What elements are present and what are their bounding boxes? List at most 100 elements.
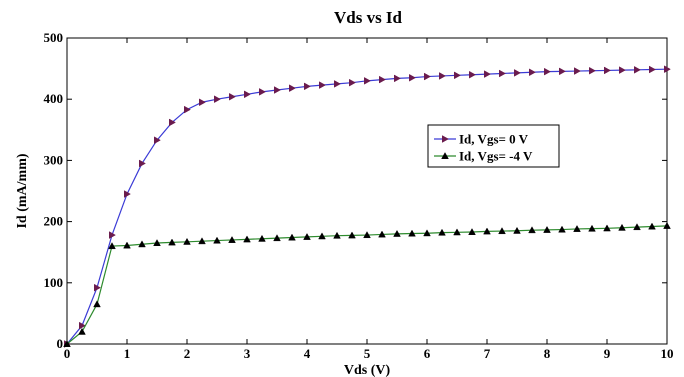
x-tick-label: 8 xyxy=(544,346,551,361)
y-tick-label: 500 xyxy=(44,30,64,45)
data-point xyxy=(304,82,311,91)
data-point xyxy=(483,227,491,235)
series-vgs-neg4v xyxy=(63,221,671,347)
data-point xyxy=(663,221,671,229)
data-point xyxy=(228,236,236,243)
x-tick-label: 3 xyxy=(244,346,251,361)
data-point xyxy=(619,66,626,74)
data-point xyxy=(168,238,176,246)
y-tick-label: 400 xyxy=(44,91,64,106)
data-point xyxy=(394,74,401,83)
data-point xyxy=(544,67,551,76)
data-point xyxy=(349,78,356,87)
y-tick-label: 0 xyxy=(57,336,64,351)
data-point xyxy=(273,234,281,242)
data-point xyxy=(303,232,311,240)
data-point xyxy=(469,70,476,79)
data-point xyxy=(333,231,341,239)
data-point xyxy=(438,228,446,236)
data-point xyxy=(453,228,461,236)
data-point xyxy=(498,227,506,235)
data-point xyxy=(393,229,401,237)
data-point xyxy=(648,222,656,230)
data-point xyxy=(559,67,566,76)
x-tick-label: 2 xyxy=(184,346,191,361)
y-axis-label: Id (mA/mm) xyxy=(15,153,30,228)
data-point xyxy=(154,136,161,145)
data-point xyxy=(379,75,386,84)
data-point xyxy=(78,327,86,335)
data-point xyxy=(618,223,626,231)
data-point xyxy=(94,283,101,292)
data-point xyxy=(603,224,611,232)
data-point xyxy=(288,233,296,241)
series-layer xyxy=(63,65,671,348)
data-point xyxy=(244,90,251,99)
x-tick-label: 5 xyxy=(364,346,371,361)
legend: Id, Vgs= 0 V Id, Vgs= -4 V xyxy=(427,124,560,168)
data-point xyxy=(529,68,536,77)
data-point xyxy=(109,231,116,239)
data-point xyxy=(79,321,86,330)
data-point xyxy=(93,300,101,308)
data-point xyxy=(468,228,476,235)
data-point xyxy=(634,65,641,74)
data-point xyxy=(124,190,131,198)
data-point xyxy=(199,98,206,107)
data-point xyxy=(289,84,296,93)
data-point xyxy=(364,77,371,85)
x-tick-label: 1 xyxy=(124,346,131,361)
y-tick-label: 100 xyxy=(44,275,64,290)
data-point xyxy=(153,239,161,246)
data-point xyxy=(63,340,71,347)
legend-entry: Id, Vgs= -4 V xyxy=(459,149,533,164)
data-point xyxy=(334,80,341,88)
chart-title: Vds vs Id xyxy=(334,8,403,27)
legend-box xyxy=(427,124,560,168)
data-point xyxy=(213,236,221,244)
data-point xyxy=(604,66,611,75)
y-tick-label: 200 xyxy=(44,214,64,229)
data-point xyxy=(259,88,266,96)
data-point xyxy=(514,69,521,77)
data-point xyxy=(499,69,506,78)
data-point xyxy=(574,67,581,75)
series-vgs-0v xyxy=(64,65,671,348)
data-point xyxy=(588,224,596,232)
data-point xyxy=(573,225,581,232)
data-point xyxy=(649,65,656,74)
data-point xyxy=(409,73,416,82)
data-point xyxy=(513,226,521,234)
x-tick-label: 10 xyxy=(661,346,674,361)
data-point xyxy=(184,105,191,114)
data-point xyxy=(528,226,536,234)
legend-entry: Id, Vgs= 0 V xyxy=(459,132,529,147)
data-point xyxy=(589,66,596,75)
x-tick-label: 9 xyxy=(604,346,611,361)
data-point xyxy=(138,240,146,248)
y-axis: 0 100 200 300 400 500 xyxy=(44,30,667,351)
data-point xyxy=(378,230,386,238)
data-point xyxy=(169,118,176,127)
data-point xyxy=(183,237,191,245)
legend-marker xyxy=(441,152,449,159)
data-point xyxy=(214,95,221,104)
y-tick-label: 300 xyxy=(44,152,64,167)
data-point xyxy=(198,237,206,245)
data-point xyxy=(664,65,671,74)
data-point xyxy=(484,70,491,78)
data-point xyxy=(319,81,326,89)
data-point xyxy=(243,235,251,243)
data-point xyxy=(108,242,116,250)
data-point xyxy=(139,159,146,168)
data-point xyxy=(318,232,326,240)
plot-area xyxy=(66,37,668,345)
x-tick-label: 0 xyxy=(64,346,71,361)
data-point xyxy=(558,225,566,233)
data-point xyxy=(633,223,641,231)
data-point xyxy=(423,229,431,237)
x-axis-label: Vds (V) xyxy=(344,363,391,377)
x-tick-label: 7 xyxy=(484,346,491,361)
data-point xyxy=(543,225,551,233)
